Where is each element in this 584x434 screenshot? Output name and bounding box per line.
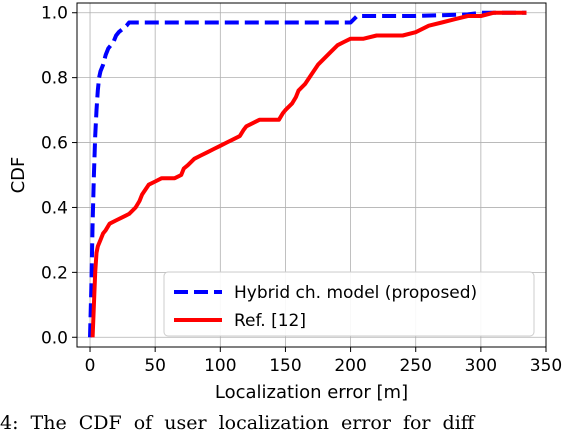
y-tick-label: 0.8 xyxy=(41,69,68,89)
y-tick-label: 0.0 xyxy=(41,328,68,348)
y-tick-label: 0.4 xyxy=(41,198,68,218)
x-tick-label: 0 xyxy=(85,356,96,376)
x-tick-label: 250 xyxy=(399,356,431,376)
figure-caption: 4: The CDF of user localization error fo… xyxy=(0,412,475,434)
series-line-2 xyxy=(90,10,527,338)
x-tick-label: 200 xyxy=(334,356,366,376)
y-tick-label: 1.0 xyxy=(41,4,68,24)
legend-box xyxy=(163,271,535,337)
legend-label-1: Hybrid ch. model (proposed) xyxy=(234,283,477,303)
y-tick-label: 0.2 xyxy=(41,263,68,283)
x-tick-label: 300 xyxy=(465,356,497,376)
cdf-chart: 0 50 100 150 200 250 300 350 0.0 0.2 0.4 0.6 0.8 1.0 L… xyxy=(8,2,562,403)
series-line-1 xyxy=(88,10,527,338)
x-tick-label: 50 xyxy=(144,356,166,376)
y-axis-label: CDF xyxy=(8,157,29,194)
x-axis-label: Localization error [m] xyxy=(215,382,408,403)
y-tick-label: 0.6 xyxy=(41,134,68,154)
plot-frame xyxy=(76,2,547,348)
legend-label-2: Ref. [12] xyxy=(234,311,306,331)
x-tick-label: 100 xyxy=(204,356,236,376)
x-tick-label: 350 xyxy=(530,356,562,376)
x-tick-label: 150 xyxy=(269,356,301,376)
